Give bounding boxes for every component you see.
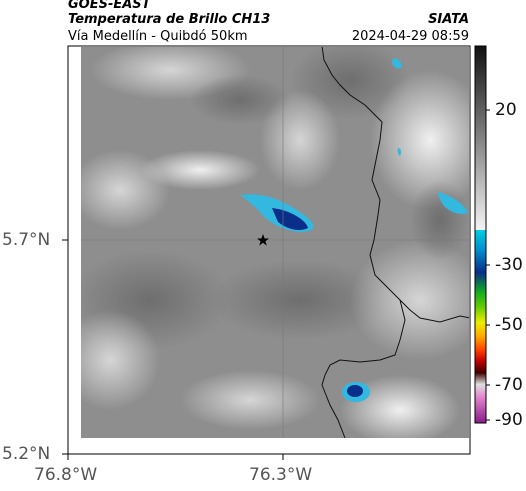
cold-cloud-south: [342, 382, 370, 402]
colorbar: [474, 45, 490, 424]
datetime-label: 2024-04-29 08:59: [351, 29, 469, 44]
y-tick-label: 5.2°N: [2, 444, 51, 464]
region-subtitle: Vía Medellín - Quibdó 50km: [68, 29, 248, 44]
x-tick-label: 76.8°W: [34, 465, 98, 485]
cold-cloud-small: [397, 148, 402, 156]
colorbar-tick-label: -70: [495, 375, 523, 395]
colorbar-tick-label: -30: [495, 255, 523, 275]
x-tick-label: 76.3°W: [249, 465, 313, 485]
satellite-title: GOES-EAST: [68, 0, 151, 12]
y-tick-label: 5.7°N: [2, 230, 51, 250]
department-boundary: [321, 47, 469, 323]
product-title: Temperatura de Brillo CH13: [68, 12, 271, 27]
cold-cloud-main: [240, 194, 314, 232]
colorbar-tick-label: -90: [495, 410, 523, 430]
colorbar-tick-label: -50: [495, 315, 523, 335]
brightness-temperature-field: [81, 47, 469, 438]
cold-cloud-north: [392, 58, 402, 69]
agency-label: SIATA: [428, 12, 469, 27]
star-marker: [257, 234, 269, 246]
department-boundary-south: [321, 299, 406, 438]
cold-cloud-east: [438, 192, 468, 214]
colorbar-tick-label: 20: [495, 100, 517, 120]
